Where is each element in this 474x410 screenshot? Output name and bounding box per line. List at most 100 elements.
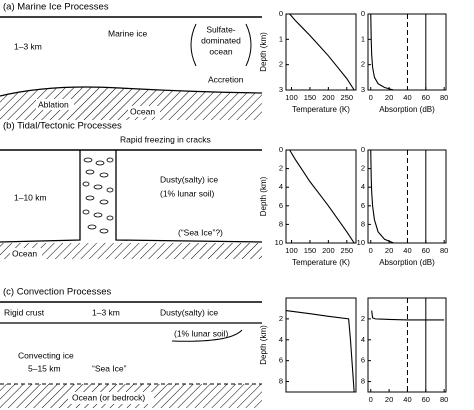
y-tick-label: 10 — [357, 238, 365, 247]
y-tick-label: 0 — [279, 145, 283, 154]
y-tick-label: 8 — [279, 377, 283, 386]
label: Marine ice — [108, 28, 147, 38]
y-tick-label: 6 — [279, 356, 283, 365]
label: Ocean — [12, 248, 37, 258]
ocean-hatch — [0, 87, 262, 120]
plot-frame — [367, 149, 447, 244]
plot-frame — [367, 297, 447, 393]
y-axis-label: Depth (km) — [259, 32, 268, 72]
label: Dusty(salty) ice — [160, 307, 218, 317]
data-line — [289, 149, 355, 244]
crack-ice — [82, 157, 114, 234]
y-tick-label: 2 — [279, 60, 283, 69]
crack-walls — [0, 150, 263, 243]
x-tick-label: 80 — [440, 246, 448, 255]
label: (1% lunar soil) — [160, 188, 214, 198]
panel-title: (a) Marine Ice Processes — [3, 2, 109, 13]
plot-frame — [285, 297, 357, 393]
y-tick-label: 8 — [361, 377, 365, 386]
y-tick-label: 0 — [361, 145, 365, 154]
y-tick-label: 1 — [279, 34, 283, 43]
label: “Sea Ice” — [92, 363, 127, 373]
y-axis-label: Depth (km) — [259, 176, 268, 216]
bracket — [171, 329, 243, 342]
y-tick-label: 6 — [361, 356, 365, 365]
y-tick-label: 2 — [361, 60, 365, 69]
data-line — [285, 309, 355, 393]
ice-ocean-interface — [0, 86, 263, 97]
label: Dusty(salty) ice — [160, 174, 218, 184]
x-tick-label: 60 — [422, 93, 430, 102]
x-tick-label: 40 — [403, 93, 411, 102]
x-tick-label: 60 — [422, 246, 430, 255]
x-axis-label: Absorption (dB) — [379, 258, 435, 267]
x-tick-label: 0 — [369, 395, 373, 404]
y-tick-label: 8 — [361, 219, 365, 228]
y-tick-label: 4 — [279, 335, 283, 344]
label: ocean — [209, 46, 232, 56]
label: (1% lunar soil) — [174, 328, 228, 338]
label: 1–10 km — [14, 192, 47, 202]
panel-title: (b) Tidal/Tectonic Processes — [3, 121, 122, 132]
x-axis-label: Temperature (K) — [292, 105, 350, 114]
x-tick-label: 250 — [341, 93, 354, 102]
x-tick-label: 80 — [440, 93, 448, 102]
label: Rigid crust — [4, 307, 45, 317]
label: Accretion — [208, 74, 244, 84]
label-bg — [68, 392, 154, 404]
data-line — [370, 13, 394, 91]
label: 1–3 km — [92, 307, 120, 317]
data-line — [370, 149, 394, 244]
x-tick-label: 60 — [422, 395, 430, 404]
x-tick-label: 40 — [403, 246, 411, 255]
y-tick-label: 4 — [361, 335, 365, 344]
y-tick-label: 2 — [279, 164, 283, 173]
y-tick-label: 6 — [361, 201, 365, 210]
panel-c: (c) Convection Processes Rigid crust 1–3… — [0, 287, 262, 408]
x-tick-label: 20 — [385, 395, 393, 404]
label: Ablation — [38, 99, 69, 109]
x-axis-label: Temperature (K) — [292, 258, 350, 267]
x-tick-label: 100 — [285, 246, 298, 255]
x-tick-label: 150 — [304, 93, 317, 102]
data-line — [289, 13, 355, 91]
plot-frame — [285, 13, 357, 91]
x-tick-label: 20 — [385, 246, 393, 255]
x-tick-label: 150 — [304, 246, 317, 255]
y-tick-label: 1 — [361, 34, 365, 43]
panel-title: (c) Convection Processes — [3, 287, 111, 298]
y-tick-label: 0 — [279, 9, 283, 18]
label: Ocean — [130, 106, 155, 116]
label: 1–3 km — [14, 41, 42, 51]
data-line — [371, 310, 445, 321]
x-tick-label: 200 — [322, 246, 335, 255]
x-tick-label: 80 — [440, 395, 448, 404]
y-tick-label: 2 — [361, 164, 365, 173]
bracket — [190, 23, 197, 67]
x-tick-label: 250 — [341, 246, 354, 255]
label: Convecting ice — [18, 350, 74, 360]
y-axis-label: Depth (km) — [259, 325, 268, 365]
label-bg — [36, 99, 74, 110]
y-tick-label: 4 — [279, 182, 283, 191]
plot-frame — [285, 149, 357, 244]
y-tick-label: 10 — [275, 238, 283, 247]
label: Sulfate- — [206, 24, 235, 34]
bracket — [245, 23, 252, 67]
label: dominated — [201, 35, 241, 45]
y-tick-label: 3 — [361, 85, 365, 94]
y-tick-label: 4 — [361, 182, 365, 191]
label: Ocean (or bedrock) — [72, 392, 145, 402]
label-bg — [10, 248, 42, 259]
panel-a: (a) Marine Ice Processes Marine ice 1–3 … — [0, 2, 263, 120]
x-tick-label: 100 — [285, 93, 298, 102]
label: Rapid freezing in cracks — [120, 134, 211, 144]
ocean-hatch — [0, 243, 262, 259]
y-tick-label: 2 — [279, 314, 283, 323]
label: 5–15 km — [28, 363, 61, 373]
x-tick-label: 200 — [322, 93, 335, 102]
x-tick-label: 20 — [385, 93, 393, 102]
y-tick-label: 0 — [361, 9, 365, 18]
panel-b: (b) Tidal/Tectonic Processes Rapid freez… — [0, 121, 263, 259]
